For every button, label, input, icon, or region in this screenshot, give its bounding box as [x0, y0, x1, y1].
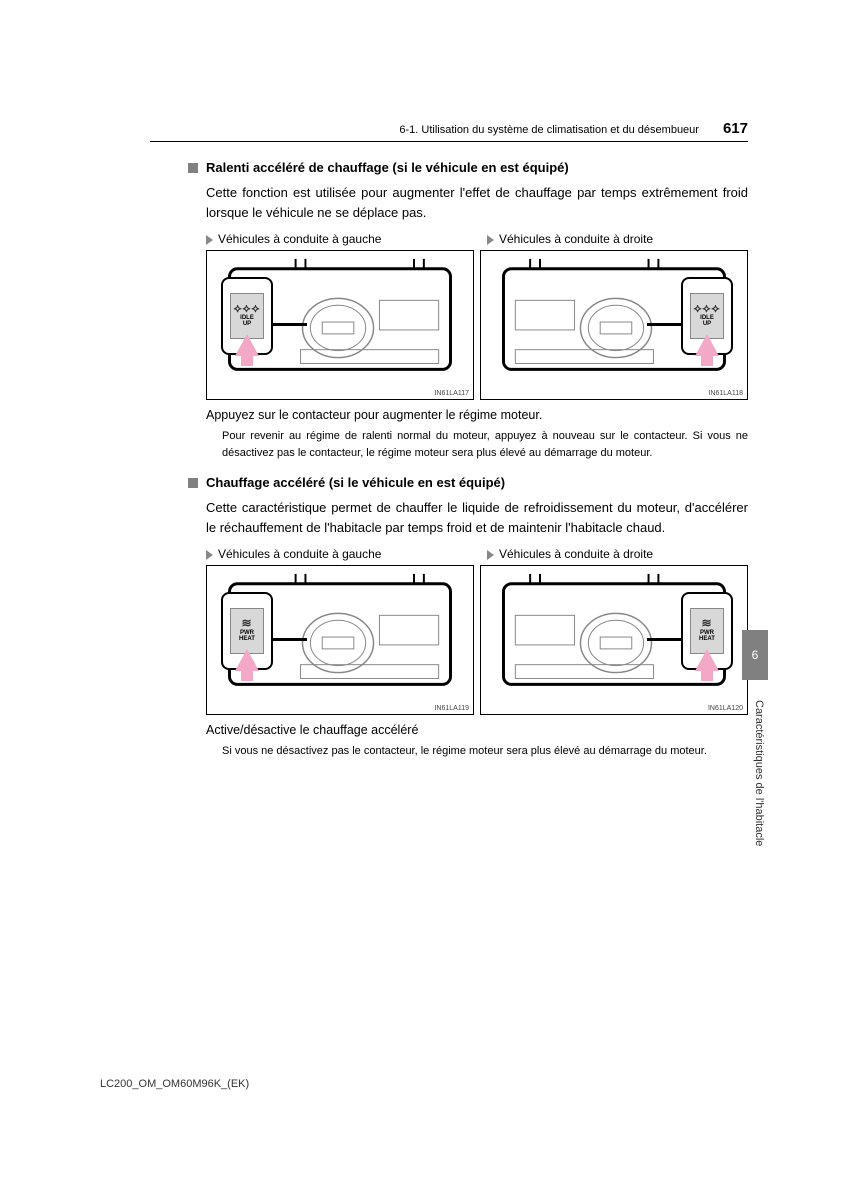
manual-page: 6-1. Utilisation du système de climatisa…	[0, 0, 848, 814]
header-section-title: 6-1. Utilisation du système de climatisa…	[399, 124, 699, 136]
document-footer: LC200_OM_OM60M96K_(EK)	[100, 1078, 249, 1090]
heat-wave-icon: ⟡⟡⟡	[234, 305, 261, 312]
section2-heading: Chauffage accéléré (si le véhicule en es…	[188, 475, 748, 490]
triangle-icon	[206, 550, 213, 560]
caption-left: Véhicules à conduite à gauche	[206, 547, 467, 561]
section2-captions: Véhicules à conduite à gauche Véhicules …	[190, 547, 748, 561]
heat-wave-icon: ≋	[701, 620, 712, 627]
page-header: 6-1. Utilisation du système de climatisa…	[150, 120, 748, 142]
caption-left-text: Véhicules à conduite à gauche	[218, 232, 381, 246]
idle-up-button-callout: ⟡⟡⟡ IDLE UP	[221, 277, 273, 355]
page-number: 617	[723, 120, 748, 137]
pink-arrow-stem	[241, 354, 253, 366]
section2-images: ≋ PWR HEAT IN61LA119	[190, 565, 748, 715]
button-face: ≋ PWR HEAT	[690, 608, 724, 654]
triangle-icon	[487, 235, 494, 245]
pink-arrow-stem	[241, 669, 253, 681]
pink-arrow-icon	[695, 649, 719, 671]
section1-instruction: Appuyez sur le contacteur pour augmenter…	[190, 408, 748, 422]
caption-right-text: Véhicules à conduite à droite	[499, 232, 653, 246]
callout-line	[267, 638, 307, 641]
chapter-label: Caractéristiques de l'habitacle	[753, 700, 765, 846]
caption-left: Véhicules à conduite à gauche	[206, 232, 467, 246]
section1-images: ⟡⟡⟡ IDLE UP IN61LA117	[190, 250, 748, 400]
triangle-icon	[487, 550, 494, 560]
caption-left-text: Véhicules à conduite à gauche	[218, 547, 381, 561]
bullet-square-icon	[188, 163, 198, 173]
btn-label-2: HEAT	[239, 636, 255, 642]
figure-id: IN61LA119	[434, 705, 469, 712]
pink-arrow-icon	[235, 334, 259, 356]
dashboard-illustration-right: ≋ PWR HEAT IN61LA120	[480, 565, 748, 715]
caption-right: Véhicules à conduite à droite	[487, 547, 748, 561]
bullet-square-icon	[188, 478, 198, 488]
caption-right: Véhicules à conduite à droite	[487, 232, 748, 246]
chapter-tab: 6	[742, 630, 768, 680]
section1-note: Pour revenir au régime de ralenti normal…	[190, 428, 748, 461]
pink-arrow-icon	[235, 649, 259, 671]
pink-arrow-stem	[701, 354, 713, 366]
callout-line	[267, 323, 307, 326]
section2-instruction: Active/désactive le chauffage accéléré	[190, 723, 748, 737]
section2-note: Si vous ne désactivez pas le contacteur,…	[190, 743, 748, 760]
btn-label-2: UP	[703, 321, 711, 327]
section1-captions: Véhicules à conduite à gauche Véhicules …	[190, 232, 748, 246]
section2-title: Chauffage accéléré (si le véhicule en es…	[206, 475, 505, 490]
heat-wave-icon: ⟡⟡⟡	[694, 305, 721, 312]
section1-body: Cette fonction est utilisée pour augment…	[190, 183, 748, 222]
section1-title: Ralenti accéléré de chauffage (si le véh…	[206, 160, 569, 175]
button-face: ⟡⟡⟡ IDLE UP	[230, 293, 264, 339]
idle-up-button-callout: ⟡⟡⟡ IDLE UP	[681, 277, 733, 355]
figure-id: IN61LA117	[434, 390, 469, 397]
heat-wave-icon: ≋	[241, 620, 252, 627]
chapter-number: 6	[752, 648, 759, 662]
figure-id: IN61LA118	[708, 390, 743, 397]
button-face: ≋ PWR HEAT	[230, 608, 264, 654]
pink-arrow-icon	[695, 334, 719, 356]
figure-id: IN61LA120	[708, 705, 743, 712]
button-face: ⟡⟡⟡ IDLE UP	[690, 293, 724, 339]
btn-label-2: HEAT	[699, 636, 715, 642]
dashboard-illustration-left: ≋ PWR HEAT IN61LA119	[206, 565, 474, 715]
section1-heading: Ralenti accéléré de chauffage (si le véh…	[188, 160, 748, 175]
dashboard-illustration-left: ⟡⟡⟡ IDLE UP IN61LA117	[206, 250, 474, 400]
pwr-heat-button-callout: ≋ PWR HEAT	[681, 592, 733, 670]
dashboard-illustration-right: ⟡⟡⟡ IDLE UP IN61LA118	[480, 250, 748, 400]
section2-body: Cette caractéristique permet de chauffer…	[190, 498, 748, 537]
caption-right-text: Véhicules à conduite à droite	[499, 547, 653, 561]
page-content: Ralenti accéléré de chauffage (si le véh…	[150, 160, 748, 760]
triangle-icon	[206, 235, 213, 245]
pink-arrow-stem	[701, 669, 713, 681]
pwr-heat-button-callout: ≋ PWR HEAT	[221, 592, 273, 670]
btn-label-2: UP	[243, 321, 251, 327]
